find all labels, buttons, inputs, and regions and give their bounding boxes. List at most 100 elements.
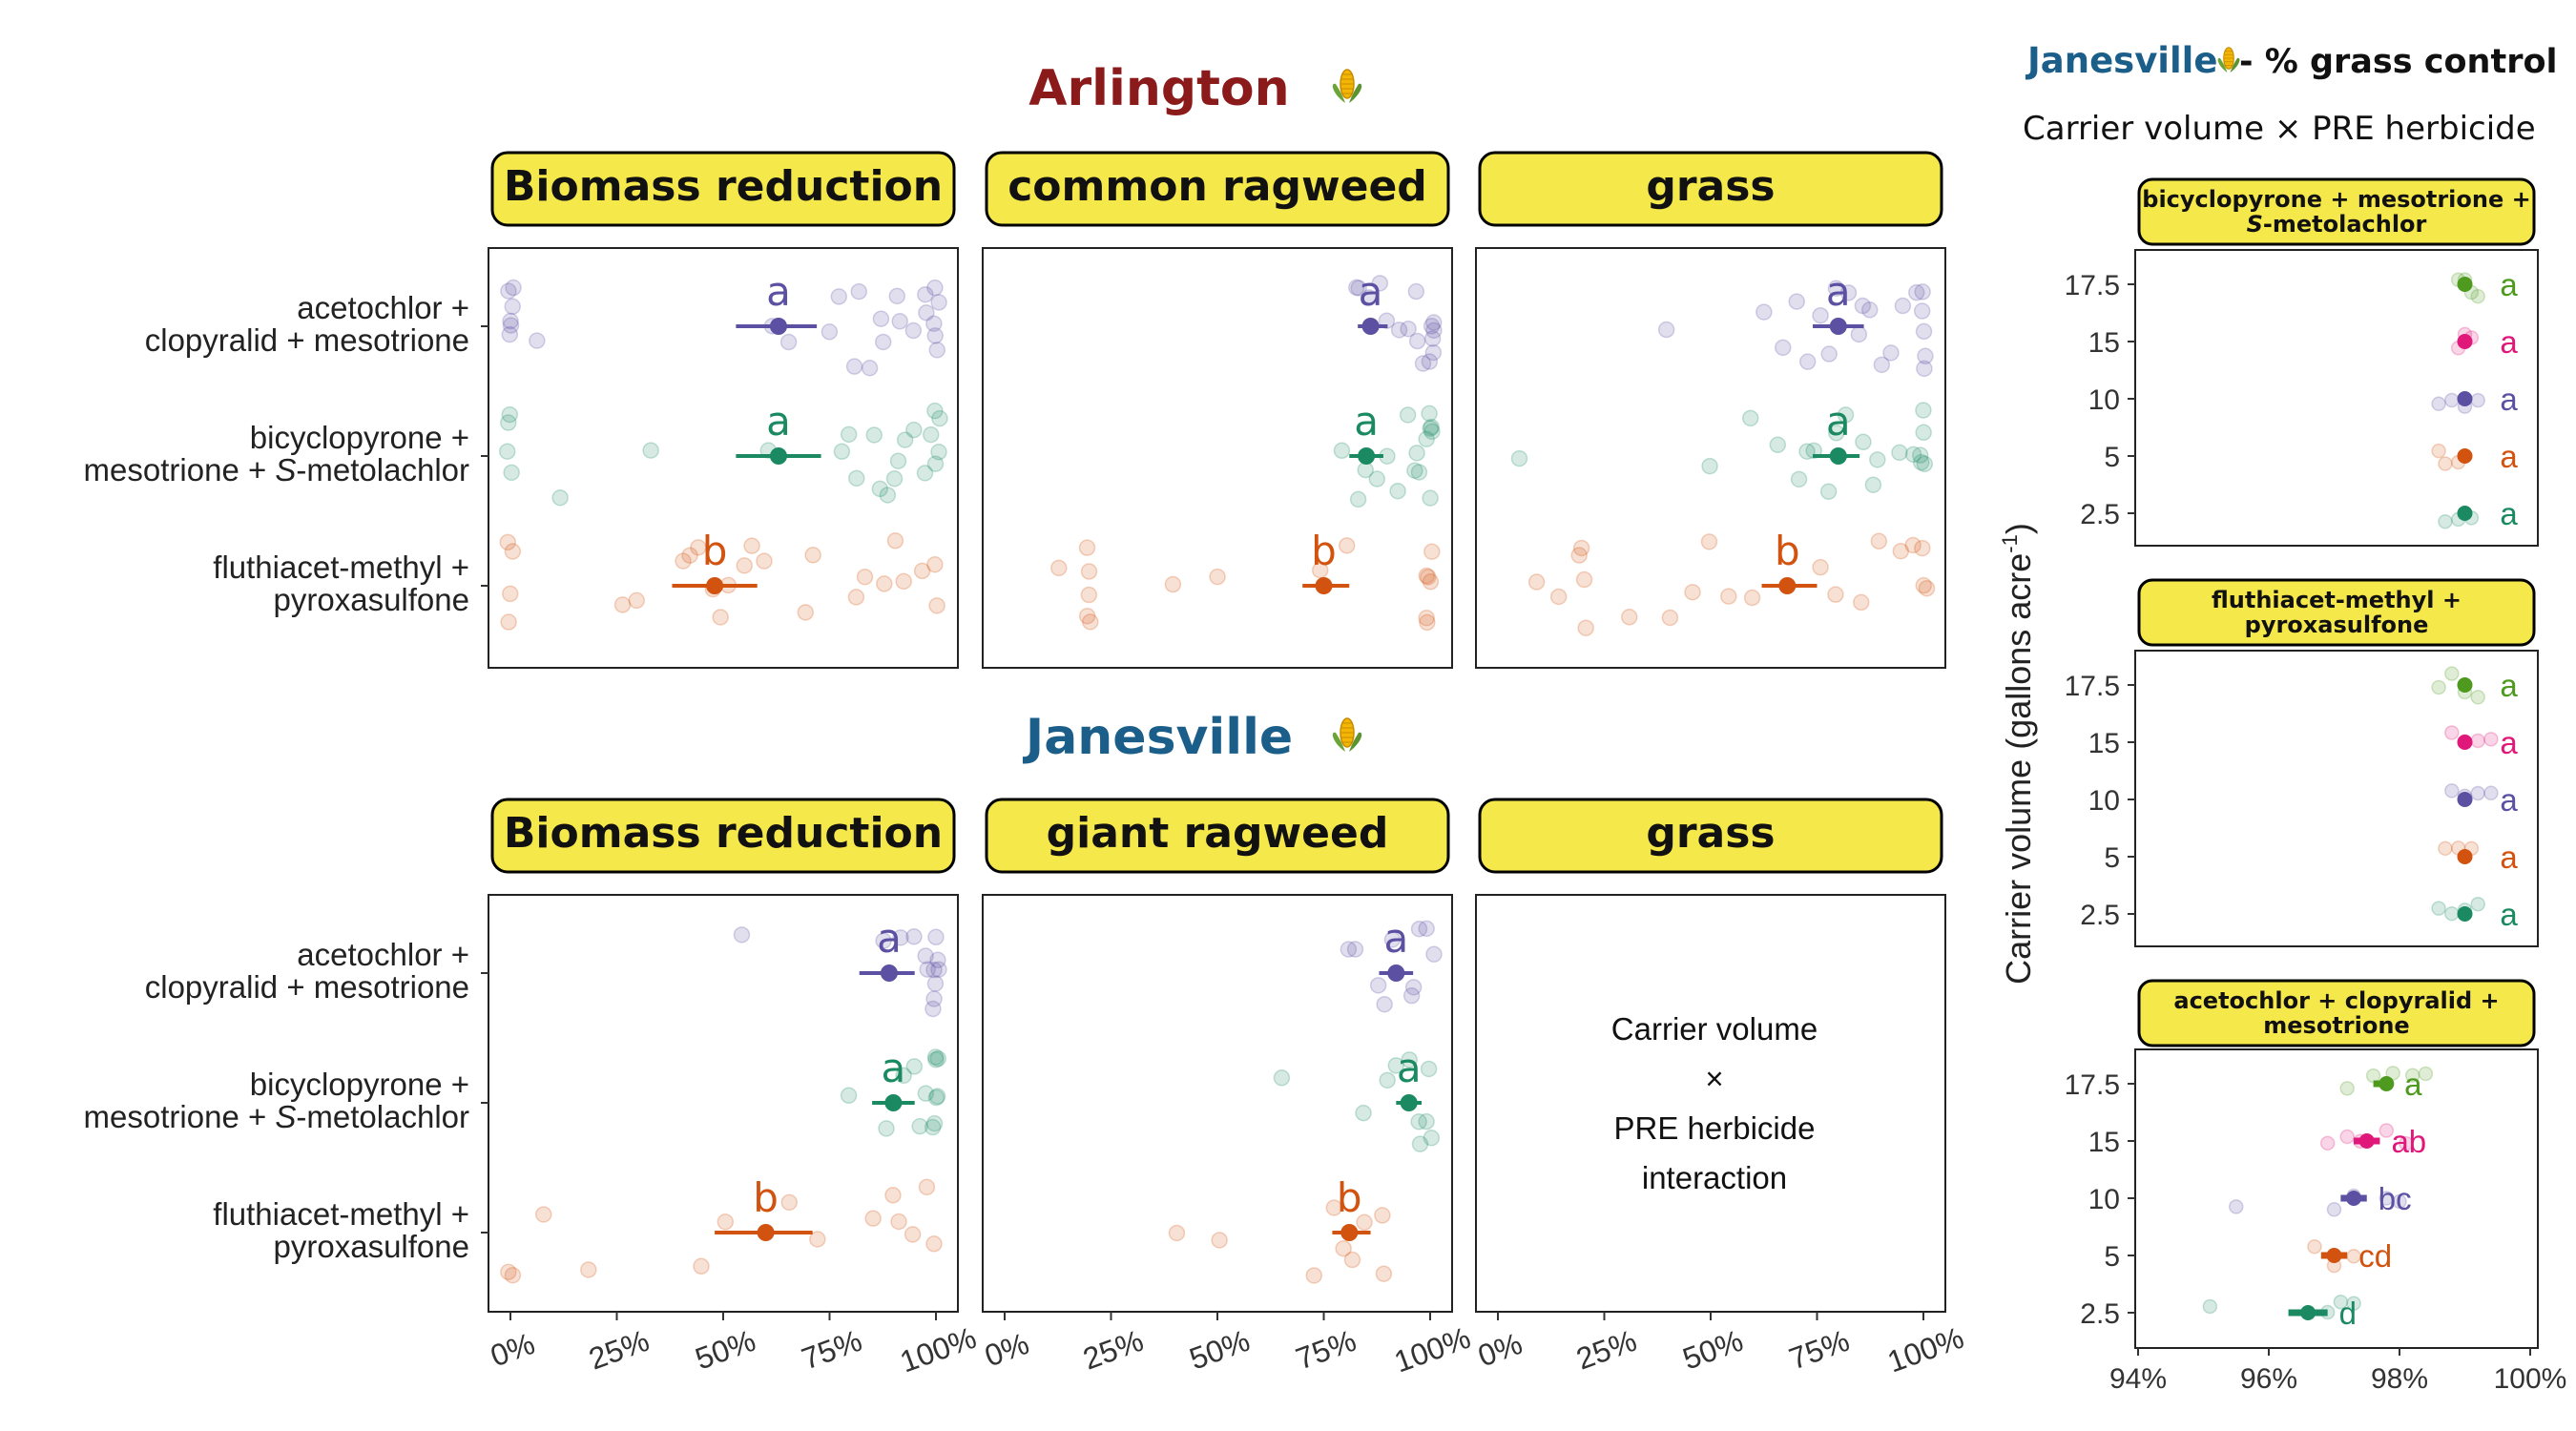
- raw-point: [896, 431, 914, 448]
- raw-point: [1211, 1232, 1228, 1249]
- y-tick-label: 2.5: [2080, 900, 2120, 931]
- facet-strip-label: common ragweed: [1008, 162, 1427, 211]
- facet-strip-label: Biomass reduction: [504, 162, 943, 211]
- significance-letter: a: [1383, 915, 1408, 962]
- raw-point: [1348, 279, 1365, 297]
- raw-point: [1873, 356, 1891, 374]
- raw-point: [613, 596, 632, 613]
- mean-point: [2457, 277, 2473, 292]
- raw-point: [500, 1263, 517, 1281]
- raw-point: [1410, 464, 1428, 481]
- raw-point: [874, 333, 892, 351]
- raw-point: [1720, 588, 1737, 605]
- herbicide-label: fluthiacet-methyl + pyroxasulfone: [213, 550, 469, 617]
- panel-border: [982, 894, 1453, 1313]
- raw-point: [1410, 1113, 1427, 1130]
- raw-point: [1916, 360, 1933, 378]
- raw-point: [918, 304, 935, 321]
- raw-point: [2438, 840, 2453, 857]
- raw-point: [500, 282, 517, 300]
- raw-point: [1410, 920, 1428, 938]
- raw-point: [1917, 347, 1934, 365]
- raw-point: [865, 426, 883, 444]
- raw-point: [2470, 785, 2485, 801]
- raw-point: [876, 575, 893, 592]
- raw-point: [2470, 896, 2485, 912]
- mean-point: [2300, 1305, 2316, 1320]
- significance-letter: ab: [2391, 1124, 2426, 1159]
- raw-point: [927, 928, 945, 946]
- raw-point: [1422, 573, 1440, 591]
- significance-letter: b: [1337, 1174, 1362, 1221]
- significance-letter: a: [2500, 324, 2518, 360]
- x-tick-label: 100%: [2494, 1363, 2567, 1395]
- raw-point: [1335, 1239, 1352, 1257]
- raw-point: [1408, 445, 1425, 462]
- significance-letter: a: [1826, 398, 1851, 445]
- significance-letter: a: [2500, 267, 2518, 302]
- raw-point: [1418, 1112, 1435, 1130]
- x-tick-label: 98%: [2371, 1363, 2428, 1395]
- significance-letter: a: [2500, 840, 2518, 875]
- raw-point: [2229, 1199, 2244, 1214]
- raw-point: [1769, 436, 1787, 454]
- raw-point: [2326, 1202, 2342, 1217]
- raw-point: [1827, 425, 1845, 442]
- x-tick-label: 75%: [797, 1323, 865, 1377]
- raw-point: [917, 285, 934, 303]
- raw-point: [2444, 666, 2460, 681]
- raw-point: [499, 533, 516, 551]
- raw-point: [875, 932, 892, 949]
- corn-icon: [2217, 47, 2240, 73]
- facet-strip-label: giant ragweed: [1047, 809, 1389, 858]
- mean-point: [2326, 1248, 2342, 1263]
- mean-point: [2457, 906, 2473, 922]
- raw-point: [2404, 1068, 2420, 1083]
- significance-letter: a: [2500, 496, 2518, 531]
- raw-point: [580, 1261, 597, 1278]
- raw-point: [1853, 593, 1870, 612]
- mean-point: [1829, 447, 1847, 465]
- significance-letter: b: [1775, 528, 1800, 574]
- raw-point: [675, 552, 692, 570]
- raw-point: [535, 1206, 552, 1223]
- panel-border: [488, 247, 959, 669]
- raw-point: [1424, 314, 1443, 331]
- mean-point: [1387, 964, 1405, 982]
- facet-strip-label: acetochlor + clopyralid +: [2173, 987, 2499, 1014]
- significance-letter: a: [2500, 782, 2518, 818]
- raw-point: [1570, 547, 1588, 564]
- raw-point: [1908, 283, 1925, 301]
- x-tick-label: 100%: [1390, 1320, 1475, 1379]
- right-panel-title-suffix: - % grass control: [2239, 43, 2558, 81]
- raw-point: [927, 1089, 945, 1107]
- significance-letter: a: [2500, 439, 2518, 474]
- raw-point: [892, 929, 909, 946]
- raw-point: [1425, 321, 1443, 340]
- raw-point: [840, 1087, 858, 1105]
- raw-point: [1820, 345, 1838, 363]
- panel-border: [1475, 894, 1946, 1313]
- raw-point: [1425, 945, 1443, 964]
- raw-point: [2470, 392, 2485, 408]
- raw-point: [529, 332, 546, 349]
- raw-point: [929, 951, 946, 969]
- x-tick-label: 100%: [1883, 1320, 1968, 1379]
- raw-point: [1390, 321, 1408, 339]
- herbicide-label: acetochlor + clopyralid + mesotrione: [145, 290, 469, 358]
- y-tick-label: 10: [2088, 1184, 2120, 1215]
- y-tick-label: 17.5: [2065, 671, 2120, 702]
- facet-strip: [985, 151, 1450, 227]
- raw-point: [804, 547, 821, 564]
- raw-point: [1423, 1130, 1441, 1147]
- raw-point: [926, 279, 944, 297]
- raw-point: [926, 975, 945, 992]
- raw-point: [1401, 1051, 1418, 1068]
- raw-point: [1854, 297, 1872, 315]
- herbicide-label: bicyclopyrone + mesotrione + S-metolachlo…: [84, 420, 469, 487]
- raw-point: [929, 1049, 947, 1068]
- significance-letter: a: [1354, 398, 1379, 445]
- raw-point: [928, 342, 945, 359]
- raw-point: [1081, 613, 1099, 631]
- raw-point: [1914, 283, 1931, 301]
